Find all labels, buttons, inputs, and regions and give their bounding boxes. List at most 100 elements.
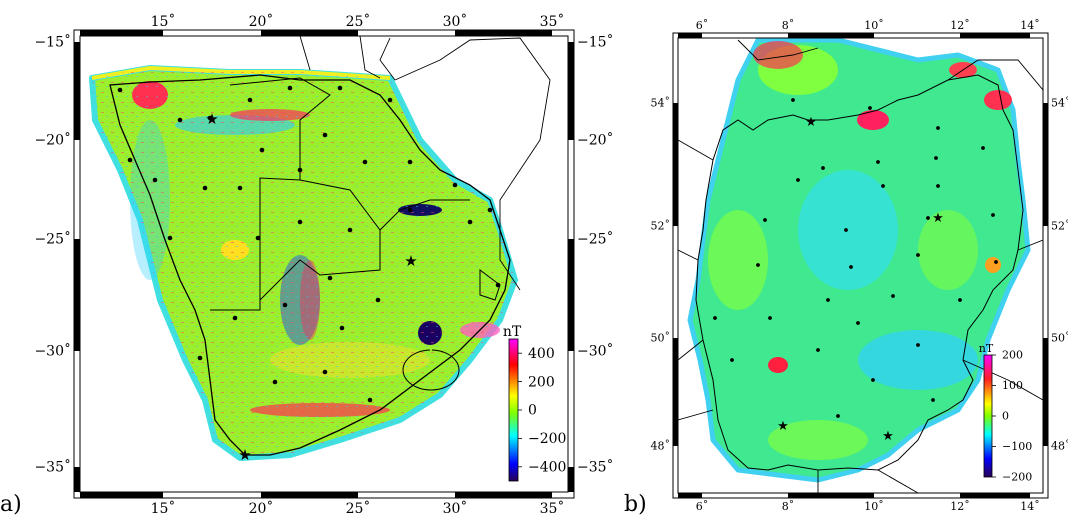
observatory-star: ★ [238, 446, 251, 464]
colorbar-tick-label: −200 [528, 431, 566, 447]
station-dot [339, 325, 345, 331]
station-dot [207, 115, 213, 121]
anomaly-blob [918, 210, 978, 290]
anomaly-blob [858, 330, 978, 390]
lat-tick-label-left: 48˚ [651, 440, 671, 453]
frame-bar [788, 493, 874, 498]
lat-tick-label-left: −25˚ [34, 231, 71, 248]
station-dot [756, 263, 760, 267]
frame-bar [74, 239, 80, 351]
observatory-star: ★ [777, 419, 789, 434]
station-dot [763, 218, 767, 222]
station-dot [881, 184, 885, 188]
station-dot [994, 260, 998, 264]
colorbar-tick-label: −200 [1002, 471, 1032, 484]
observatory-star: ★ [932, 211, 944, 226]
station-dot [816, 348, 820, 352]
station-dot [856, 321, 860, 325]
lat-tick-label-left: 54˚ [651, 97, 671, 110]
lat-tick-label-left: −35˚ [34, 459, 71, 476]
frame-bar [261, 30, 358, 36]
anomaly-blob [768, 357, 788, 373]
station-dot [255, 235, 261, 241]
lon-tick-label-top: 20˚ [249, 13, 274, 30]
frame-bar [960, 493, 1030, 498]
station-dot [891, 294, 895, 298]
station-markers [117, 85, 501, 403]
colorbar-unit: nT [503, 324, 522, 340]
anomaly-blob [984, 90, 1012, 110]
colorbar-tick-label: −100 [1002, 440, 1032, 453]
frame-bar [673, 338, 678, 446]
lon-tick-label-bottom: 20˚ [249, 500, 274, 517]
frame-bar [678, 33, 702, 38]
colorbar-tick-label: 400 [528, 346, 555, 362]
station-dot [152, 177, 158, 183]
station-dot [167, 235, 173, 241]
lon-tick-label-bottom: 15˚ [151, 500, 176, 517]
lat-tick-label-right: 52˚ [1051, 220, 1068, 233]
frame-bar [1043, 338, 1048, 446]
station-dot [237, 185, 243, 191]
map-panel-germany: ★ ★ ★ ★ 6˚ 6˚ 8˚ 8˚ 10˚ 10˚ 12˚ 12˚ 14˚ 14˚ 54˚ 54˚… [618, 0, 1068, 522]
colorbar-tick-label: 0 [1002, 410, 1009, 423]
station-dot [836, 414, 840, 418]
anomaly-blob [753, 41, 803, 69]
frame-bar [568, 239, 574, 351]
station-dot [322, 132, 328, 138]
map-frame: 6˚ 6˚ 8˚ 8˚ 10˚ 10˚ 12˚ 12˚ 14˚ 14˚ 54˚ 54˚ 52˚ 52˚ 50… [651, 19, 1068, 513]
lon-tick-label-top: 8˚ [782, 19, 795, 32]
station-dot [849, 265, 853, 269]
station-dot [981, 146, 985, 150]
station-dot [177, 117, 183, 123]
lon-tick-label-top: 15˚ [151, 13, 176, 30]
station-dot [487, 207, 493, 213]
lon-tick-label-bottom: 25˚ [346, 500, 371, 517]
lat-tick-label-right: 50˚ [1051, 332, 1068, 345]
station-dot [202, 185, 208, 191]
station-dot [375, 297, 381, 303]
station-dot [791, 98, 795, 102]
observatory-star: ★ [805, 115, 817, 130]
station-dot [452, 182, 458, 188]
colorbar [983, 354, 993, 478]
station-dot [197, 355, 203, 361]
station-dot [958, 298, 962, 302]
station-dot [362, 159, 368, 165]
country-border [695, 74, 1024, 471]
frame-bar [455, 30, 552, 36]
observatory-star: ★ [205, 110, 218, 128]
station-dot [247, 97, 253, 103]
frame-bar [1043, 103, 1048, 226]
frame-bar [80, 492, 163, 498]
country-border [210, 77, 501, 391]
frame-bar [568, 467, 574, 492]
lat-tick-label-left: 50˚ [651, 332, 671, 345]
station-dot [936, 184, 940, 188]
panel-label: a) [0, 492, 22, 517]
station-dot [916, 253, 920, 257]
lon-tick-label-top: 12˚ [950, 19, 970, 32]
lat-tick-label-right: −25˚ [577, 231, 614, 248]
coastline [109, 74, 511, 456]
station-dot [916, 343, 920, 347]
station-dot [871, 378, 875, 382]
station-dot [796, 178, 800, 182]
colorbar-tick-label: −400 [528, 459, 566, 475]
colorbar-ticks: 200 100 0 −100 −200 nT [979, 342, 1032, 484]
lon-tick-label-bottom: 14˚ [1020, 500, 1040, 513]
station-dot [926, 216, 930, 220]
lon-tick-label-bottom: 30˚ [443, 500, 468, 517]
lon-tick-label-bottom: 12˚ [950, 500, 970, 513]
station-dot [730, 358, 734, 362]
station-dot [322, 369, 328, 375]
southern-africa-map: ★ ★ ★ 15˚ 15˚ 20˚ 20˚ 25˚ 25˚ 30˚ 30˚ 35˚ 35˚ −15˚… [34, 13, 613, 517]
station-dot [407, 207, 413, 213]
station-dot [287, 85, 293, 91]
germany-map: ★ ★ ★ ★ 6˚ 6˚ 8˚ 8˚ 10˚ 10˚ 12˚ 12˚ 14˚ 14˚ 54˚ 54˚… [651, 19, 1068, 513]
lon-tick-label-bottom: 8˚ [782, 500, 795, 513]
lat-tick-label-left: −30˚ [34, 343, 71, 360]
station-dot [713, 316, 717, 320]
frame-bar [960, 33, 1030, 38]
observatory-star: ★ [404, 252, 417, 270]
